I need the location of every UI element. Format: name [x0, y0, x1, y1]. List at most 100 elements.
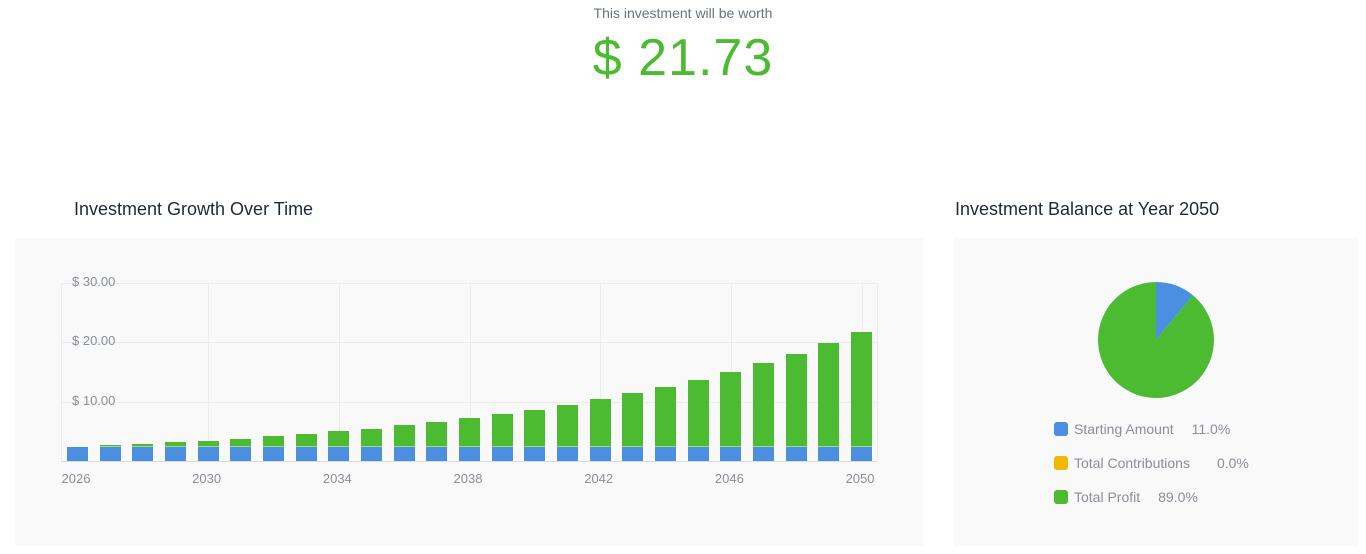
bar-2037[interactable]	[426, 421, 448, 461]
bar-2042[interactable]	[589, 399, 611, 461]
bar-segment-profit	[687, 379, 709, 447]
bar-2046[interactable]	[720, 371, 742, 461]
bar-segment-profit	[426, 421, 448, 447]
x-tick-label: 2034	[322, 471, 352, 486]
bar-2050[interactable]	[851, 332, 873, 461]
bar-2035[interactable]	[361, 428, 383, 461]
x-tick-label: 2050	[845, 471, 875, 486]
bar-segment-profit	[851, 332, 873, 447]
bar-segment-starting	[589, 446, 611, 461]
x-tick-label: 2046	[714, 471, 744, 486]
bar-2041[interactable]	[557, 404, 579, 461]
bar-segment-starting	[361, 446, 383, 461]
bar-segment-starting	[557, 446, 579, 461]
legend-swatch-green	[1054, 490, 1068, 504]
bar-segment-profit	[524, 409, 546, 447]
bar-segment-starting	[393, 446, 415, 461]
grid-line	[61, 283, 62, 461]
bar-2045[interactable]	[687, 379, 709, 461]
bar-2047[interactable]	[753, 363, 775, 461]
bar-2031[interactable]	[230, 438, 252, 461]
legend-value: 89.0%	[1158, 489, 1198, 505]
bar-segment-starting	[687, 446, 709, 461]
legend-value: 11.0%	[1191, 421, 1231, 437]
bar-2030[interactable]	[197, 440, 219, 461]
bar-segment-profit	[720, 371, 742, 447]
bar-2039[interactable]	[491, 414, 513, 461]
x-tick-label: 2042	[584, 471, 614, 486]
grid-line	[338, 283, 340, 461]
legend-label: Total Contributions	[1074, 455, 1190, 471]
legend-label: Starting Amount	[1074, 421, 1174, 437]
summary-amount: $ 21.73	[592, 29, 774, 87]
bar-2043[interactable]	[622, 393, 644, 461]
bar-segment-profit	[99, 445, 121, 447]
grid-line	[208, 283, 210, 461]
bar-2032[interactable]	[263, 436, 285, 461]
bar-segment-starting	[655, 446, 677, 461]
grid-line	[61, 283, 877, 284]
legend-value: 0.0%	[1216, 455, 1249, 471]
bar-2049[interactable]	[818, 343, 840, 461]
bar-segment-profit	[459, 418, 481, 447]
bar-2033[interactable]	[295, 434, 317, 461]
bar-2034[interactable]	[328, 431, 350, 461]
bar-segment-starting	[524, 446, 546, 461]
pie-slice-total-profit[interactable]	[1098, 282, 1214, 398]
legend-label: Total Profit	[1074, 489, 1141, 505]
y-tick-label: $ 20.00	[72, 333, 116, 349]
bar-segment-starting	[785, 446, 807, 461]
y-tick-label: $ 10.00	[72, 392, 116, 408]
bar-segment-starting	[230, 446, 252, 461]
bar-2036[interactable]	[393, 425, 415, 461]
bar-segment-profit	[165, 442, 186, 447]
bar-segment-starting	[622, 446, 644, 461]
legend-total-contributions: Total Contributions 0.0%	[1054, 455, 1249, 471]
bar-segment-profit	[263, 436, 285, 447]
bar-segment-starting	[491, 446, 513, 461]
bar-2038[interactable]	[459, 418, 481, 461]
bar-segment-starting	[295, 446, 317, 461]
bar-segment-profit	[393, 425, 415, 447]
bar-2026[interactable]	[67, 446, 88, 461]
x-tick-label: 2026	[61, 471, 91, 486]
bar-segment-profit	[655, 386, 677, 447]
summary-headline: This investment will be worth	[593, 5, 773, 21]
bar-segment-starting	[426, 446, 448, 461]
grid-line	[877, 283, 878, 461]
bar-2048[interactable]	[785, 353, 807, 461]
bar-segment-starting	[197, 446, 219, 461]
y-tick-label: $ 30.00	[72, 274, 116, 289]
legend-starting-amount: Starting Amount 11.0%	[1054, 421, 1230, 437]
bar-2027[interactable]	[99, 445, 121, 461]
bar-segment-starting	[720, 446, 742, 461]
bar-2029[interactable]	[165, 442, 186, 461]
balance-pie-chart	[1098, 282, 1214, 398]
bar-segment-profit	[132, 443, 154, 447]
bar-segment-profit	[197, 440, 219, 447]
bar-segment-starting	[459, 446, 481, 461]
bar-segment-starting	[328, 446, 350, 461]
bar-segment-profit	[295, 434, 317, 447]
bar-segment-profit	[328, 431, 350, 447]
bar-segment-starting	[67, 446, 88, 461]
bar-segment-profit	[589, 399, 611, 447]
growth-chart-panel: $ 10.00 $ 20.00 $ 30.00 2026 2030 2034 2038 204…	[15, 238, 923, 546]
legend-swatch-yellow	[1054, 456, 1068, 470]
bar-2040[interactable]	[524, 409, 546, 461]
x-tick-label: 2030	[192, 471, 222, 486]
bar-segment-profit	[753, 363, 775, 447]
pie-slice-starting-amount[interactable]	[1156, 282, 1193, 340]
grid-line	[61, 461, 877, 462]
bar-2028[interactable]	[132, 443, 154, 461]
growth-chart-title: Investment Growth Over Time	[74, 199, 314, 219]
bar-2044[interactable]	[655, 386, 677, 461]
bar-segment-profit	[491, 414, 513, 447]
balance-chart-title: Investment Balance at Year 2050	[955, 199, 1220, 219]
bar-segment-profit	[361, 428, 383, 447]
bar-segment-starting	[132, 446, 154, 461]
grid-line	[600, 283, 602, 461]
grid-line	[469, 283, 471, 461]
bar-segment-starting	[99, 446, 121, 461]
bar-segment-starting	[818, 446, 840, 461]
